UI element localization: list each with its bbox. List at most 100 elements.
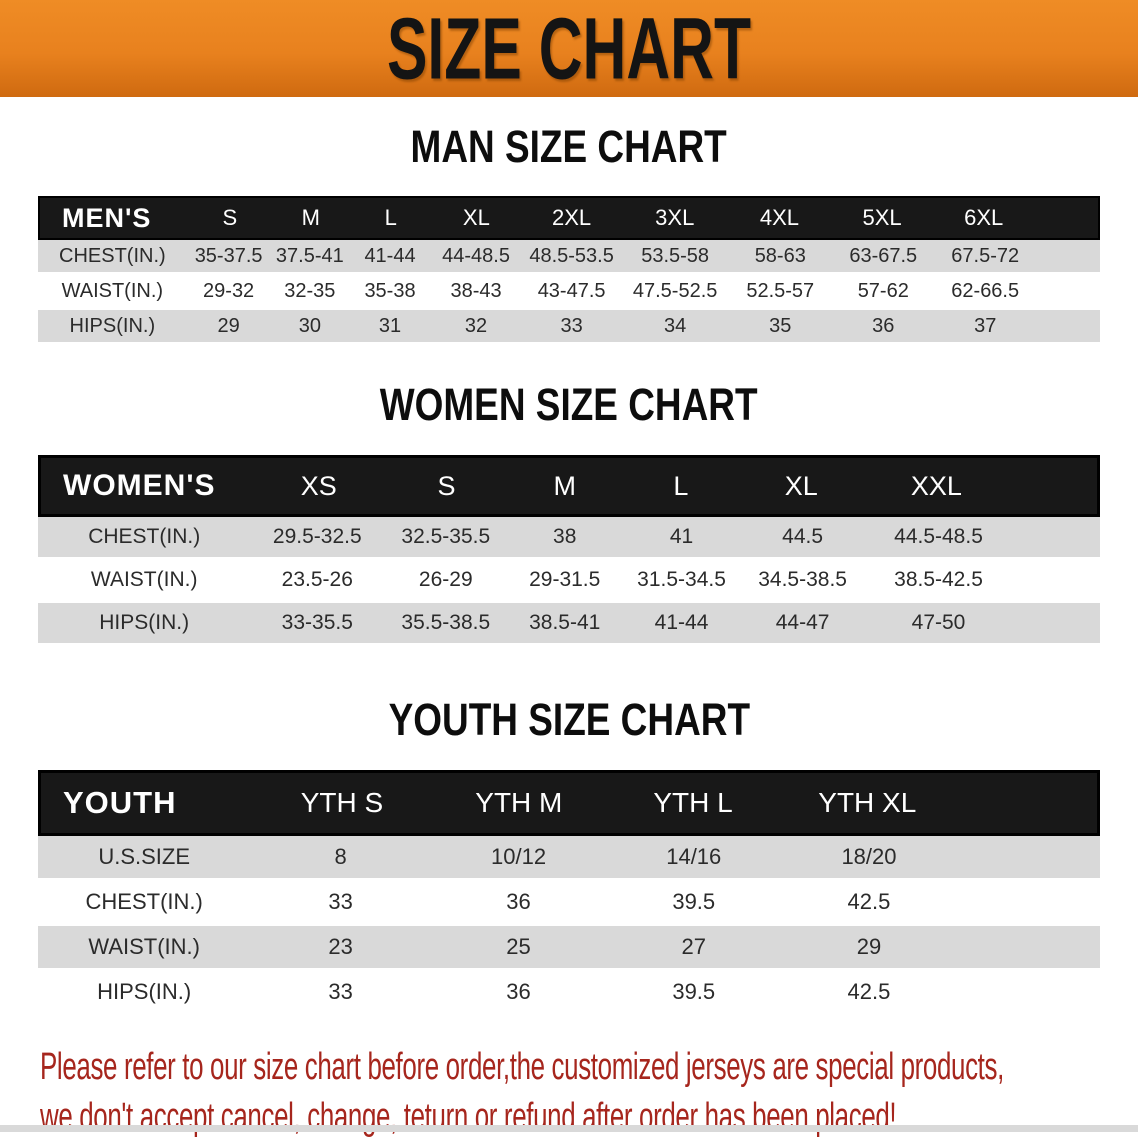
size-value-cell: 48.5-53.5: [529, 244, 614, 267]
size-column-header: YTH XL: [818, 787, 917, 818]
size-value-cell: 29.5-32.5: [272, 525, 362, 548]
size-value-cell: 36: [506, 889, 531, 914]
size-value-cell: 31: [378, 314, 402, 337]
size-value-cell: 31.5-34.5: [637, 568, 726, 591]
size-value-cell: 39.5: [672, 889, 716, 914]
size-value-cell: 29-32: [203, 279, 255, 302]
size-value-cell: 33-35.5: [281, 611, 353, 634]
row-label: WAIST(IN.): [61, 279, 164, 302]
size-value-cell: 32-35: [284, 279, 336, 302]
size-value-cell: 34: [664, 314, 687, 337]
size-value-cell: 44-47: [775, 611, 830, 634]
row-label: WAIST(IN.): [90, 568, 198, 591]
size-column-header: YTH M: [475, 787, 563, 818]
size-column-header: L: [673, 470, 689, 501]
size-value-cell: 43-47.5: [537, 279, 606, 302]
size-column-header: XL: [784, 470, 818, 501]
size-value-cell: 35: [769, 314, 792, 337]
size-value-cell: 36: [872, 314, 895, 337]
size-value-cell: 41-44: [654, 611, 709, 634]
size-value-cell: 34.5-38.5: [758, 568, 847, 591]
size-value-cell: 58-63: [754, 244, 806, 267]
size-value-cell: 33: [328, 979, 353, 1004]
size-value-cell: 32.5-35.5: [401, 525, 491, 548]
size-value-cell: 44-48.5: [442, 244, 510, 267]
section-title-women: WOMEN SIZE CHART: [0, 379, 1138, 430]
size-value-cell: 29-31.5: [529, 568, 601, 591]
size-value-cell: 14/16: [666, 844, 722, 869]
size-column-header: 4XL: [759, 205, 800, 230]
section-title-man: MAN SIZE CHART: [0, 121, 1138, 172]
women-size-table: WOMEN'S XS S M L XL XXL CHEST(IN.) 29.5-…: [38, 455, 1100, 646]
size-value-cell: 37: [974, 314, 997, 337]
size-column-header: L: [384, 205, 397, 230]
size-value-cell: 44.5-48.5: [894, 525, 983, 548]
women-table-header: WOMEN'S XS S M L XL XXL: [38, 455, 1100, 517]
size-value-cell: 29: [856, 934, 882, 959]
table-row-ussize: U.S.SIZE 8 10/12 14/16 18/20: [38, 836, 1100, 881]
size-value-cell: 42.5: [847, 889, 891, 914]
table-row-chest: CHEST(IN.) 35-37.5 37.5-41 41-44 44-48.5…: [38, 240, 1100, 275]
table-row-waist: WAIST(IN.) 29-32 32-35 35-38 38-43 43-47…: [38, 275, 1100, 310]
size-value-cell: 25: [506, 934, 531, 959]
size-column-header: 2XL: [552, 205, 592, 230]
size-value-cell: 35.5-38.5: [401, 611, 491, 634]
size-column-header: XL: [462, 205, 490, 230]
men-size-table: MEN'S S M L XL 2XL 3XL 4XL 5XL 6XL CHEST…: [38, 196, 1100, 345]
row-label: HIPS(IN.): [99, 611, 190, 634]
row-label: CHEST(IN.): [85, 889, 203, 914]
row-label: HIPS(IN.): [69, 314, 156, 337]
size-column-header: YTH L: [653, 787, 733, 818]
size-value-cell: 18/20: [841, 844, 897, 869]
size-value-cell: 62-66.5: [951, 279, 1020, 302]
table-row-hips: HIPS(IN.) 33 36 39.5 42.5: [38, 971, 1100, 1016]
size-value-cell: 33: [328, 889, 353, 914]
youth-size-table: YOUTH YTH S YTH M YTH L YTH XL U.S.SIZE …: [38, 770, 1100, 1016]
size-column-header: S: [222, 205, 238, 230]
size-value-cell: 41-44: [364, 244, 416, 267]
size-column-header: S: [437, 470, 456, 501]
size-value-cell: 44.5: [782, 525, 824, 548]
size-value-cell: 30: [298, 314, 321, 337]
size-value-cell: 38.5-42.5: [894, 568, 983, 591]
order-note: Please refer to our size chart before or…: [40, 1042, 1138, 1142]
youth-table-header: YOUTH YTH S YTH M YTH L YTH XL: [38, 770, 1100, 836]
size-value-cell: 67.5-72: [951, 244, 1020, 267]
size-value-cell: 33: [560, 314, 583, 337]
size-column-header: XS: [300, 470, 337, 501]
size-value-cell: 23.5-26: [281, 568, 353, 591]
table-row-waist: WAIST(IN.) 23 25 27 29: [38, 926, 1100, 971]
size-value-cell: 35-38: [364, 279, 416, 302]
size-value-cell: 23: [328, 934, 353, 959]
size-column-header: 5XL: [862, 205, 902, 230]
row-label: U.S.SIZE: [98, 844, 191, 869]
size-value-cell: 57-62: [857, 279, 909, 302]
size-column-header: YTH S: [300, 787, 384, 818]
row-label: WAIST(IN.): [88, 934, 200, 959]
size-value-cell: 39.5: [672, 979, 716, 1004]
size-value-cell: 36: [506, 979, 531, 1004]
section-title-man-text: MAN SIZE CHART: [410, 121, 728, 172]
size-value-cell: 8: [334, 844, 347, 869]
page-title: SIZE CHART: [386, 0, 752, 98]
size-value-cell: 10/12: [491, 844, 547, 869]
banner: SIZE CHART: [0, 0, 1138, 97]
row-label: CHEST(IN.): [59, 244, 166, 267]
section-title-women-text: WOMEN SIZE CHART: [380, 379, 758, 430]
size-column-header: XXL: [910, 470, 962, 501]
order-note-line-2: we don't accept cancel, change, teturn o…: [40, 1095, 897, 1138]
size-value-cell: 38-43: [450, 279, 502, 302]
table-row-chest: CHEST(IN.) 29.5-32.5 32.5-35.5 38 41 44.…: [38, 517, 1100, 560]
women-table-label: WOMEN'S: [63, 469, 216, 502]
size-value-cell: 52.5-57: [746, 279, 815, 302]
size-value-cell: 63-67.5: [849, 244, 918, 267]
row-label: HIPS(IN.): [97, 979, 192, 1004]
youth-table-label: YOUTH: [63, 785, 177, 820]
size-column-header: M: [301, 205, 320, 230]
order-note-line-1: Please refer to our size chart before or…: [40, 1045, 1004, 1088]
size-value-cell: 32: [464, 314, 488, 337]
size-value-cell: 27: [681, 934, 706, 959]
bottom-edge-strip: [0, 1125, 1138, 1132]
size-value-cell: 38.5-41: [529, 611, 601, 634]
table-row-chest: CHEST(IN.) 33 36 39.5 42.5: [38, 881, 1100, 926]
